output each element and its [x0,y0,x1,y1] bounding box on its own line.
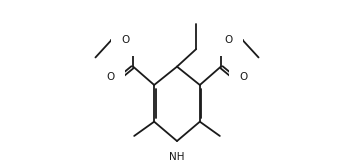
Text: NH: NH [169,152,185,162]
Text: O: O [224,35,233,45]
Text: O: O [121,35,130,45]
Text: O: O [106,72,114,82]
Text: O: O [240,72,248,82]
